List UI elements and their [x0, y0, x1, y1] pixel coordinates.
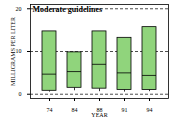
svg-text:88: 88: [96, 106, 103, 113]
svg-text:10: 10: [16, 48, 22, 54]
svg-text:94: 94: [147, 107, 153, 113]
svg-text:91: 91: [122, 107, 128, 113]
svg-text:20: 20: [16, 6, 22, 12]
svg-text:0: 0: [19, 91, 22, 97]
svg-text:84: 84: [72, 107, 78, 113]
svg-text:Moderate guidelines: Moderate guidelines: [33, 5, 103, 14]
svg-text:74: 74: [47, 107, 53, 113]
svg-text:MILLIGRAMS PER LITER: MILLIGRAMS PER LITER: [10, 17, 16, 86]
svg-text:YEAR: YEAR: [91, 112, 107, 118]
